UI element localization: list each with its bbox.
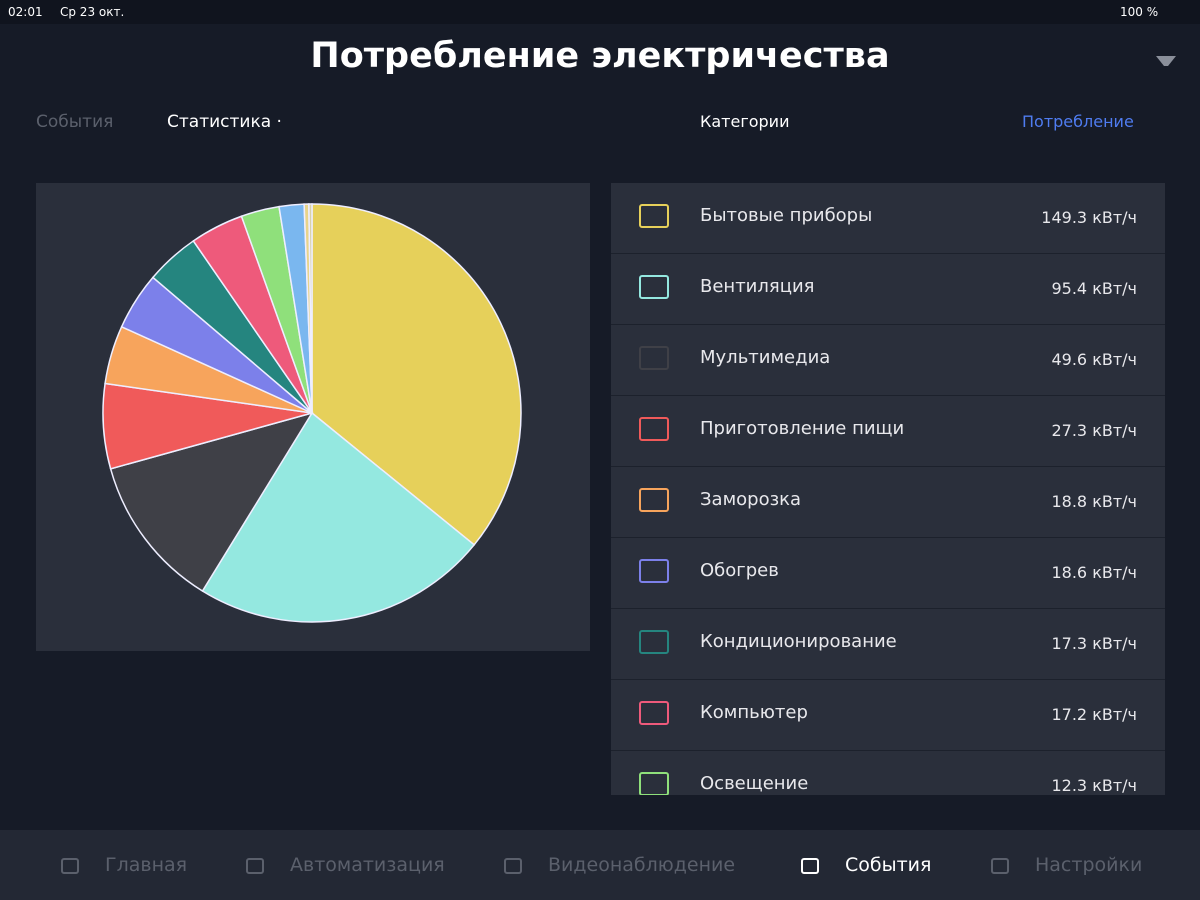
tab[interactable]: Категории: [700, 112, 790, 131]
nav-icon[interactable]: [801, 858, 819, 874]
category-icon: [639, 559, 669, 583]
category-label: Вентиляция: [700, 276, 815, 297]
time: 02:01: [8, 5, 43, 19]
category-label: Приготовление пищи: [700, 418, 905, 439]
page-title: Потребление электричества: [310, 36, 890, 76]
category-value: 95.4 кВт/ч: [1051, 279, 1137, 298]
category-row[interactable]: Кондиционирование 17.3 кВт/ч: [611, 609, 1165, 680]
category-value: 12.3 кВт/ч: [1051, 776, 1137, 795]
category-row[interactable]: Бытовые приборы 149.3 кВт/ч: [611, 183, 1165, 254]
category-list: Бытовые приборы 149.3 кВт/ч Вентиляция 95.4…: [611, 183, 1165, 795]
category-row[interactable]: Заморозка 18.8 кВт/ч: [611, 467, 1165, 538]
category-icon: [639, 701, 669, 725]
category-label: Освещение: [700, 773, 809, 794]
tab[interactable]: Потребление: [1022, 112, 1134, 131]
pie-slice: [308, 203, 313, 414]
nav-icon[interactable]: [991, 858, 1009, 874]
pie-chart: [102, 203, 522, 623]
pie-slice: [201, 411, 476, 623]
category-icon: [639, 346, 669, 370]
battery: 100 %: [1120, 5, 1159, 19]
category-row[interactable]: Обогрев 18.6 кВт/ч: [611, 538, 1165, 609]
category-icon: [639, 488, 669, 512]
nav-item[interactable]: Главная: [105, 854, 188, 876]
category-value: 149.3 кВт/ч: [1041, 208, 1137, 227]
category-row[interactable]: Компьютер 17.2 кВт/ч: [611, 680, 1165, 751]
category-label: Бытовые приборы: [700, 205, 873, 226]
category-label: Обогрев: [700, 560, 779, 581]
category-value: 49.6 кВт/ч: [1051, 350, 1137, 369]
tab[interactable]: События: [36, 112, 114, 132]
nav-item[interactable]: Автоматизация: [290, 854, 445, 876]
status-bar: 02:01 Ср 23 окт. 100 %: [0, 0, 1200, 24]
nav-item[interactable]: Настройки: [1035, 854, 1143, 876]
category-icon: [639, 275, 669, 299]
tab[interactable]: Статистика ·: [167, 112, 282, 132]
nav-icon[interactable]: [504, 858, 522, 874]
category-icon: [639, 204, 669, 228]
category-value: 27.3 кВт/ч: [1051, 421, 1137, 440]
category-row[interactable]: Приготовление пищи 27.3 кВт/ч: [611, 396, 1165, 467]
bottom-nav: Главная Автоматизация Видеонаблюдение Событ…: [0, 830, 1200, 900]
category-row[interactable]: Вентиляция 95.4 кВт/ч: [611, 254, 1165, 325]
category-icon: [639, 772, 669, 795]
category-label: Мультимедиа: [700, 347, 831, 368]
category-row[interactable]: Мультимедиа 49.6 кВт/ч: [611, 325, 1165, 396]
pie-slice: [109, 411, 314, 593]
category-label: Заморозка: [700, 489, 802, 510]
filter-icon[interactable]: [1155, 54, 1177, 70]
category-value: 18.8 кВт/ч: [1051, 492, 1137, 511]
nav-icon[interactable]: [61, 858, 79, 874]
nav-icon[interactable]: [246, 858, 264, 874]
date: Ср 23 окт.: [60, 5, 125, 19]
category-label: Компьютер: [700, 702, 808, 723]
category-icon: [639, 630, 669, 654]
pie-slice: [311, 203, 522, 546]
chart-panel: [36, 183, 590, 651]
category-value: 18.6 кВт/ч: [1051, 563, 1137, 582]
category-value: 17.2 кВт/ч: [1051, 705, 1137, 724]
nav-item[interactable]: События: [845, 854, 932, 876]
category-icon: [639, 417, 669, 441]
category-value: 17.3 кВт/ч: [1051, 634, 1137, 653]
category-row[interactable]: Освещение 12.3 кВт/ч: [611, 751, 1165, 795]
category-label: Кондиционирование: [700, 631, 897, 652]
nav-item[interactable]: Видеонаблюдение: [548, 854, 736, 876]
